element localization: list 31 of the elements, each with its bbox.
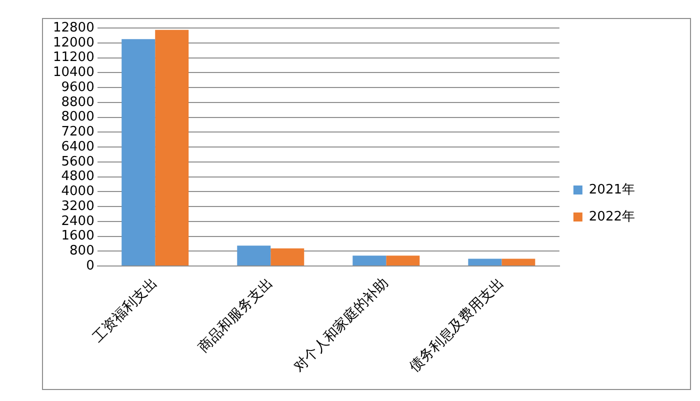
x-tick-label: 商品和服务支出 xyxy=(195,275,276,356)
y-tick-label: 12000 xyxy=(52,35,94,50)
y-tick-label: 8800 xyxy=(61,94,94,110)
bar xyxy=(468,258,502,266)
y-tick-label: 10400 xyxy=(52,65,94,80)
y-tick-label: 2400 xyxy=(61,214,94,229)
bar xyxy=(270,248,304,266)
y-tick-label: 6400 xyxy=(61,139,94,154)
bar xyxy=(352,256,386,266)
y-tick-label: 8000 xyxy=(61,110,94,125)
x-tick-label: 债务利息及费用支出 xyxy=(406,275,508,376)
y-tick-label: 3200 xyxy=(61,198,94,214)
y-tick-label: 7200 xyxy=(61,124,94,140)
bar xyxy=(237,246,271,266)
bar xyxy=(502,258,536,266)
bar xyxy=(122,39,156,266)
y-tick-label: 5600 xyxy=(61,154,94,170)
y-tick-label: 9600 xyxy=(61,80,94,95)
x-tick-label: 工资福利支出 xyxy=(90,275,161,346)
y-tick-label: 0 xyxy=(86,258,94,274)
legend-label: 2022年 xyxy=(588,209,636,224)
y-tick-label: 800 xyxy=(70,244,94,259)
y-tick-label: 12800 xyxy=(52,20,94,36)
y-tick-label: 4000 xyxy=(61,184,94,200)
y-tick-label: 11200 xyxy=(52,50,94,66)
x-tick-label: 对个人和家庭的补助 xyxy=(291,275,392,376)
y-tick-label: 1600 xyxy=(61,228,94,244)
legend-label: 2021年 xyxy=(588,182,636,198)
bar xyxy=(386,256,420,266)
y-tick-label: 4800 xyxy=(61,169,94,184)
bar xyxy=(155,30,189,266)
